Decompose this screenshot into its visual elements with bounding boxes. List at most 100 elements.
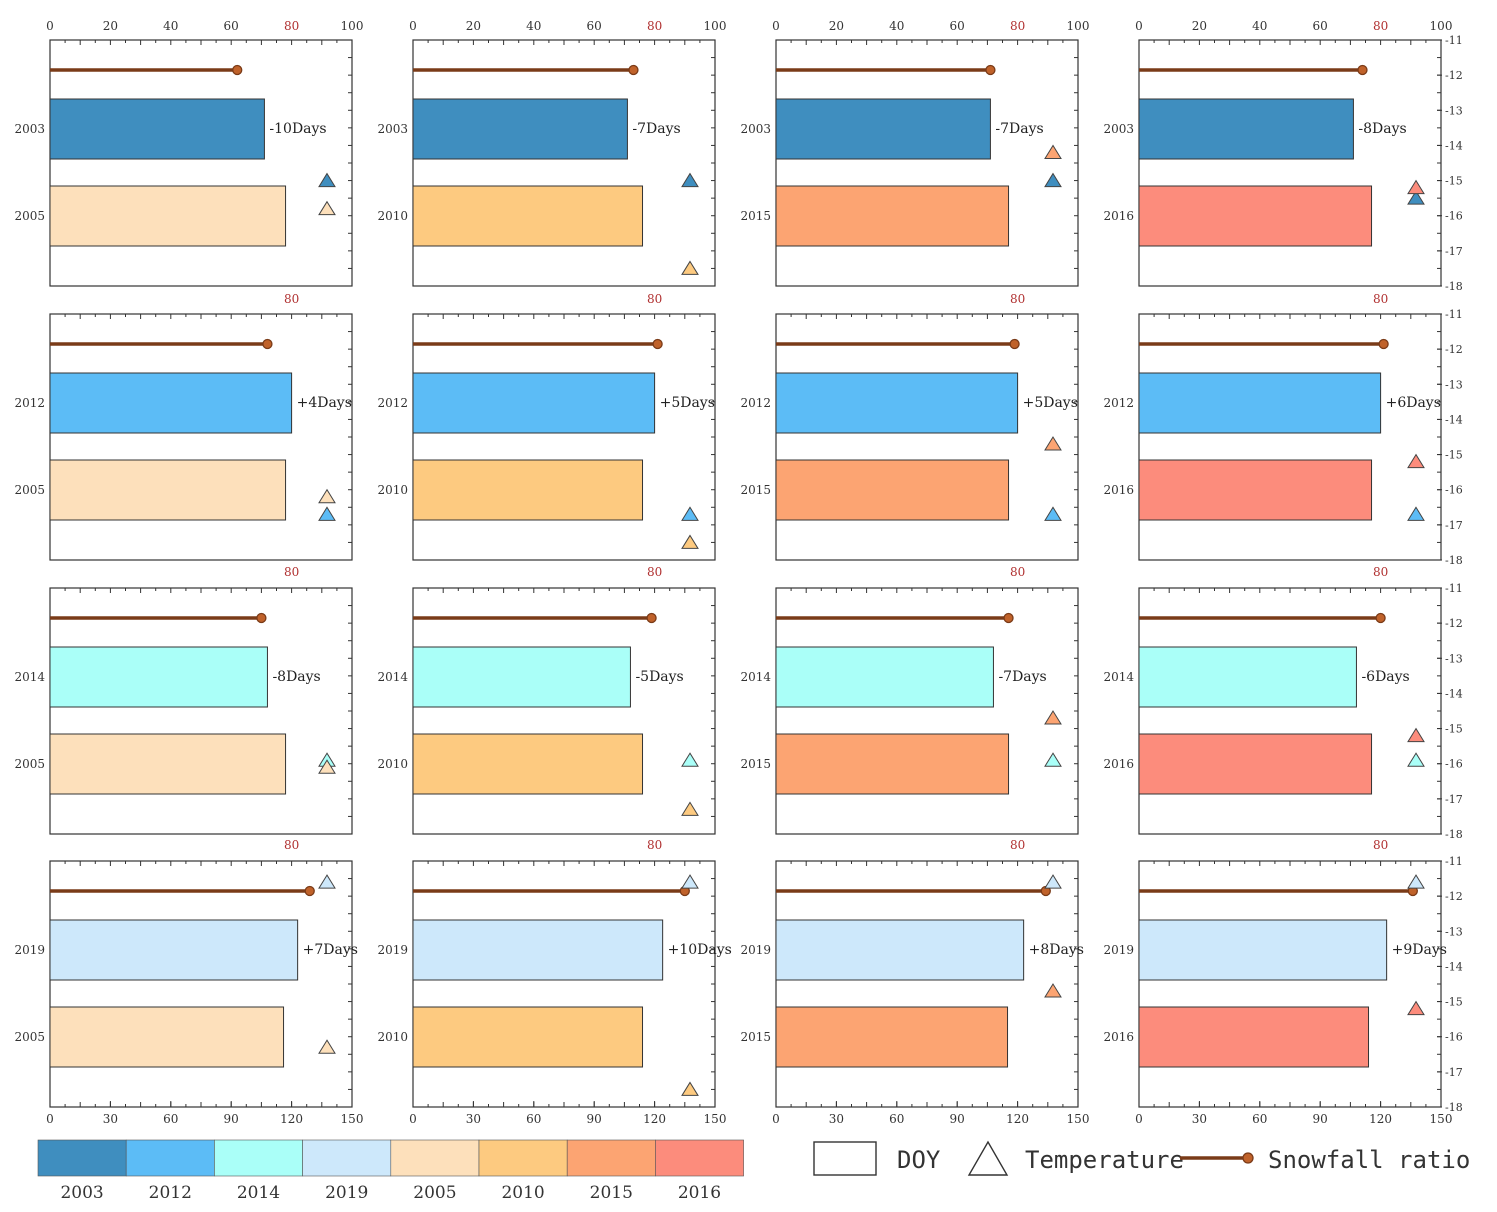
bar-year-label: 2012 xyxy=(377,396,408,410)
temperature-tick-label: -13 xyxy=(1445,652,1463,665)
top-tick-label: 40 xyxy=(163,19,178,33)
bar-doy-2014 xyxy=(1138,646,1357,708)
bar-doy-2019 xyxy=(775,919,1025,981)
temperature-marker-2012 xyxy=(1407,506,1425,521)
diff-label: +8Days xyxy=(1029,942,1084,958)
bar-doy-2014 xyxy=(775,646,994,708)
panel-frame xyxy=(412,313,716,561)
top-tick-label: 0 xyxy=(772,19,780,33)
panel-frame xyxy=(412,39,716,287)
panel-2003-2010: 0 20 40 60 80 100 2003 2010 -7Days xyxy=(377,19,726,287)
bottom-tick-label: 90 xyxy=(950,1112,965,1126)
panel-frame xyxy=(412,860,716,1108)
bottom-tick-label: 150 xyxy=(704,1112,727,1126)
temperature-tick-label: -11 xyxy=(1445,34,1463,47)
panel-2019-2010: 80 0 30 60 90 120 150 2019 2010 +10Days xyxy=(377,838,731,1126)
panel-frame xyxy=(1138,313,1442,561)
bar-doy-2019 xyxy=(49,919,299,981)
bottom-tick-label: 30 xyxy=(1192,1112,1207,1126)
bar-year-label: 2003 xyxy=(377,122,408,136)
bar-doy-2012 xyxy=(412,372,656,434)
top-tick-label: 40 xyxy=(526,19,541,33)
temperature-tick-label: -18 xyxy=(1445,828,1463,841)
bottom-tick-label: 0 xyxy=(1135,1112,1143,1126)
bar-year-label: 2010 xyxy=(377,757,408,771)
top-tick-label: 80 xyxy=(1373,292,1388,306)
bar-year-label: 2005 xyxy=(14,1030,45,1044)
top-tick-label: 80 xyxy=(1373,838,1388,852)
top-tick-label: 80 xyxy=(1373,565,1388,579)
bar-year-label: 2003 xyxy=(1103,122,1134,136)
temperature-tick-label: -12 xyxy=(1445,343,1463,356)
panel-frame xyxy=(775,587,1079,835)
panel-2003-2015: 0 20 40 60 80 100 2003 2015 -7Days xyxy=(740,19,1089,287)
temperature-marker-2015 xyxy=(1044,436,1062,451)
temperature-marker-2019 xyxy=(681,874,699,889)
bar-doy-2005 xyxy=(49,733,287,795)
legend-swatch-2016 xyxy=(655,1139,744,1177)
temperature-axis-row-2014: -11 -12 -13 -14 -15 -16 -17 -18 xyxy=(1437,582,1463,841)
bar-doy-2015 xyxy=(775,1006,1009,1068)
bar-doy-2010 xyxy=(412,733,644,795)
snowfall-marker xyxy=(628,64,639,76)
temperature-axis-row-2019: -11 -12 -13 -14 -15 -16 -17 -18 xyxy=(1437,855,1463,1114)
snowfall-marker xyxy=(985,64,996,76)
top-tick-label: 20 xyxy=(103,19,118,33)
top-tick-label: 80 xyxy=(647,19,662,33)
bar-doy-2003 xyxy=(775,98,991,160)
bar-doy-2005 xyxy=(49,1006,285,1068)
top-tick-label: 20 xyxy=(1192,19,1207,33)
panel-2014-2010: 80 2014 2010 -5Days xyxy=(377,565,716,835)
temperature-marker-2019 xyxy=(318,874,336,889)
temperature-axes: -11-12-13-14-15-16-17-18-11-12-13-14-15-… xyxy=(1437,34,1463,1114)
bottom-tick-label: 60 xyxy=(1252,1112,1267,1126)
bar-doy-2005 xyxy=(49,459,287,521)
temperature-marker-2003 xyxy=(1407,190,1425,205)
temperature-marker-2010 xyxy=(681,801,699,816)
bottom-tick-label: 60 xyxy=(889,1112,904,1126)
temperature-tick-label: -14 xyxy=(1445,687,1463,700)
top-tick-label: 80 xyxy=(1373,19,1388,33)
bar-doy-2019 xyxy=(1138,919,1388,981)
temperature-tick-label: -12 xyxy=(1445,69,1463,82)
bar-doy-2015 xyxy=(775,459,1010,521)
bar-doy-2003 xyxy=(49,98,265,160)
bar-year-label: 2003 xyxy=(740,122,771,136)
temperature-marker-2005 xyxy=(318,488,336,504)
bar-doy-2012 xyxy=(775,372,1019,434)
bar-year-label: 2019 xyxy=(377,943,408,957)
diff-label: -10Days xyxy=(269,121,326,137)
top-tick-label: 80 xyxy=(1010,292,1025,306)
temperature-marker-2014 xyxy=(1044,752,1062,767)
bottom-tick-label: 120 xyxy=(280,1112,303,1126)
temperature-tick-label: -17 xyxy=(1445,1066,1463,1079)
temperature-marker-2005 xyxy=(318,200,336,216)
panel-frame xyxy=(49,860,353,1108)
temperature-marker-2015 xyxy=(1044,144,1062,159)
legend-label-2016: 2016 xyxy=(678,1183,721,1203)
legend-temperature-label: Temperature xyxy=(1025,1146,1184,1174)
temperature-marker-2010 xyxy=(681,534,699,549)
top-tick-label: 20 xyxy=(829,19,844,33)
panel-frame xyxy=(1138,39,1442,287)
panel-2019-2016: 80 0 30 60 90 120 150 2019 2016 +9Days xyxy=(1103,838,1452,1126)
legend-swatch-2012 xyxy=(125,1139,215,1177)
panel-frame xyxy=(1138,860,1442,1108)
panel-2012-2010: 80 2012 2010 +5Days xyxy=(377,292,716,561)
bar-year-label: 2014 xyxy=(14,670,45,684)
bar-year-label: 2014 xyxy=(740,670,771,684)
legend-label-2019: 2019 xyxy=(325,1183,368,1203)
legend-label-2012: 2012 xyxy=(149,1183,192,1203)
snowfall-marker xyxy=(304,885,315,897)
temperature-marker-2003 xyxy=(1044,172,1062,188)
bar-doy-2016 xyxy=(1138,1006,1370,1068)
bar-year-label: 2014 xyxy=(1103,670,1134,684)
temperature-marker-2019 xyxy=(1044,874,1062,889)
diff-label: +10Days xyxy=(668,942,732,958)
bar-year-label: 2003 xyxy=(14,122,45,136)
temperature-marker-2012 xyxy=(681,506,699,521)
panel-frame xyxy=(775,860,1079,1108)
panel-frame xyxy=(1138,587,1442,835)
bottom-tick-label: 150 xyxy=(1430,1112,1453,1126)
